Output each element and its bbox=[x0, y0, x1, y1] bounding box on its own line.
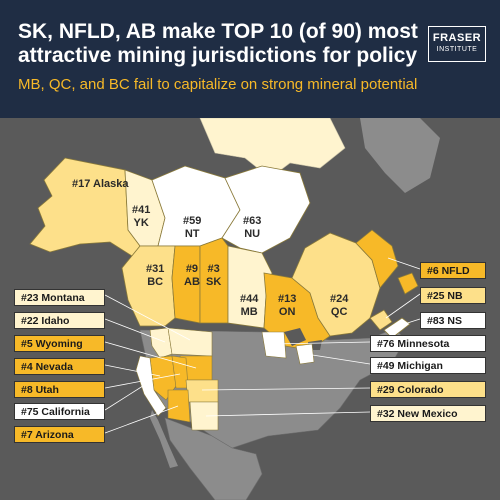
region-minnesota bbox=[261, 331, 287, 359]
logo-line-2: INSTITUTE bbox=[436, 46, 478, 53]
label-manitoba-rank: #44 bbox=[240, 293, 259, 305]
callout-arizona: #7 Arizona bbox=[14, 426, 105, 443]
logo-line-1: FRASER bbox=[432, 32, 482, 44]
label-bc-rank: #31 bbox=[146, 263, 165, 275]
label-ontario-rank: #13 bbox=[278, 293, 297, 305]
callout-nevada: #4 Nevada bbox=[14, 358, 105, 375]
label-ontario: #13 ON bbox=[278, 293, 296, 319]
label-nwt: #59 NT bbox=[183, 215, 201, 241]
label-yukon-name: YK bbox=[133, 217, 149, 229]
region-new-brunswick bbox=[369, 309, 393, 331]
header-banner: SK, NFLD, AB make TOP 10 (of 90) most at… bbox=[0, 0, 500, 118]
region-new-mexico bbox=[189, 401, 219, 431]
region-alberta bbox=[171, 245, 201, 324]
label-quebec: #24 QC bbox=[330, 293, 348, 319]
callout-montana: #23 Montana bbox=[14, 289, 105, 306]
callout-wyoming: #5 Wyoming bbox=[14, 335, 105, 352]
label-alberta-name: AB bbox=[184, 276, 200, 288]
baja-land bbox=[150, 410, 178, 468]
region-newfoundland-island bbox=[397, 272, 419, 295]
page-title: SK, NFLD, AB make TOP 10 (of 90) most at… bbox=[18, 20, 418, 67]
page-subtitle: MB, QC, and BC fail to capitalize on str… bbox=[18, 76, 418, 93]
label-bc: #31 BC bbox=[146, 263, 164, 289]
great-lakes bbox=[284, 328, 322, 350]
callout-new-mexico: #32 New Mexico bbox=[370, 405, 486, 422]
region-nunavut bbox=[221, 165, 311, 254]
label-yukon-rank: #41 bbox=[132, 204, 151, 216]
mexico-land bbox=[164, 417, 263, 500]
label-ontario-name: ON bbox=[278, 306, 296, 318]
region-washington-idaho bbox=[149, 327, 173, 359]
label-nwt-rank: #59 bbox=[183, 215, 202, 227]
label-nunavut-rank: #63 bbox=[243, 215, 262, 227]
label-quebec-rank: #24 bbox=[330, 293, 349, 305]
label-bc-name: BC bbox=[147, 276, 164, 288]
label-nunavut-name: NU bbox=[244, 228, 261, 240]
callout-idaho: #22 Idaho bbox=[14, 312, 105, 329]
label-saskatchewan-name: SK bbox=[206, 276, 222, 288]
label-saskatchewan-rank: #3 bbox=[207, 263, 220, 275]
region-arizona bbox=[167, 389, 191, 423]
callout-utah: #8 Utah bbox=[14, 381, 105, 398]
label-alberta-rank: #9 bbox=[185, 263, 199, 275]
greenland-land bbox=[360, 118, 440, 193]
region-colorado bbox=[185, 379, 219, 403]
leader-lines bbox=[104, 257, 421, 434]
callout-nfld: #6 NFLD bbox=[420, 262, 486, 279]
callout-california: #75 California bbox=[14, 403, 105, 420]
callout-minnesota: #76 Minnesota bbox=[370, 335, 486, 352]
callout-michigan: #49 Michigan bbox=[370, 357, 486, 374]
label-nunavut: #63 NU bbox=[243, 215, 261, 241]
label-alaska: #17 Alaska bbox=[72, 178, 129, 190]
callout-ns: #83 NS bbox=[420, 312, 486, 329]
region-michigan bbox=[295, 343, 315, 365]
label-manitoba-name: MB bbox=[240, 306, 258, 318]
label-manitoba: #44 MB bbox=[240, 293, 258, 319]
label-yukon: #41 YK bbox=[132, 204, 150, 230]
callout-nb: #25 NB bbox=[420, 287, 486, 304]
map-area: #17 Alaska #41 YK #59 NT #63 NU #31 BC #… bbox=[0, 117, 500, 500]
region-newfoundland-labrador bbox=[355, 229, 399, 289]
fraser-institute-logo: FRASER INSTITUTE bbox=[428, 26, 486, 62]
label-quebec-name: QC bbox=[330, 306, 348, 318]
callout-colorado: #29 Colorado bbox=[370, 381, 486, 398]
label-saskatchewan: #3 SK bbox=[206, 263, 221, 289]
arctic-islands bbox=[199, 117, 346, 179]
region-quebec bbox=[291, 232, 381, 337]
label-alberta: #9 AB bbox=[184, 263, 200, 289]
label-nwt-name: NT bbox=[184, 228, 200, 240]
